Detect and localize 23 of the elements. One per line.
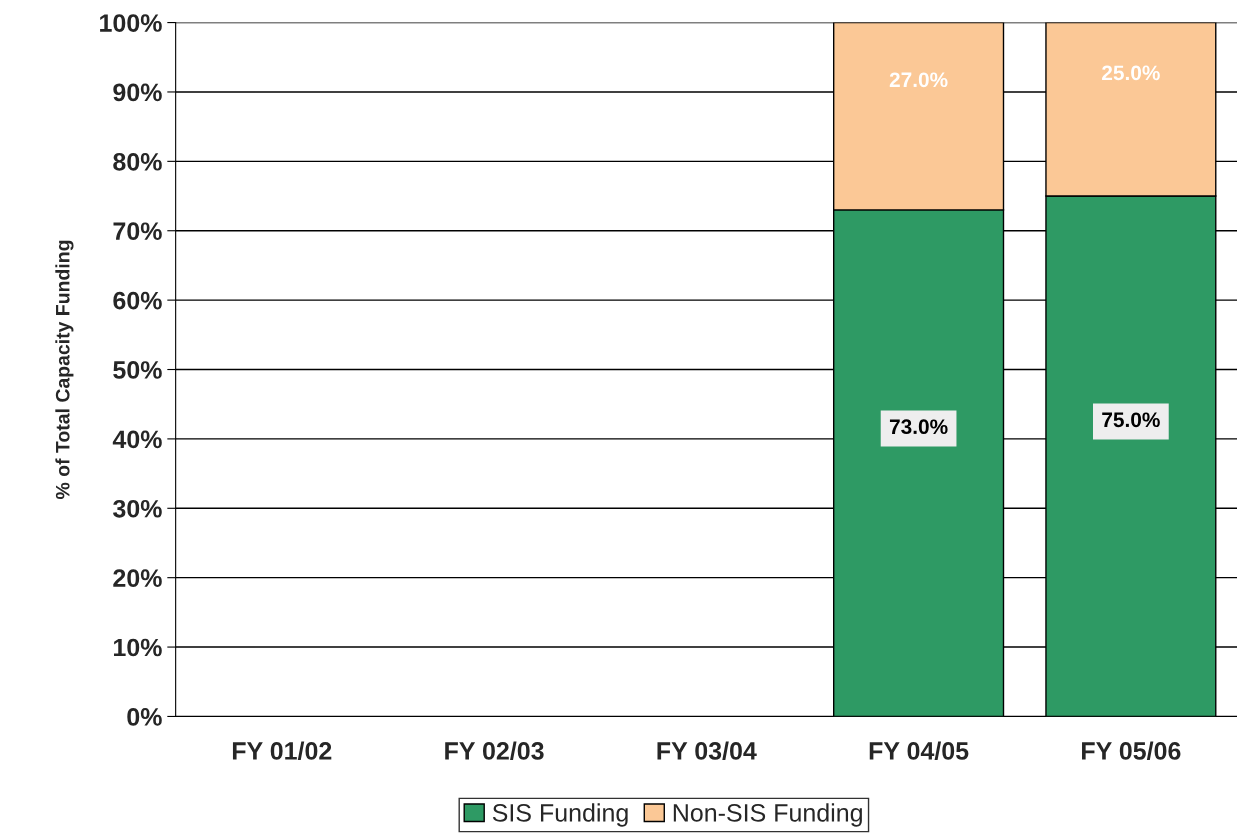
data-label: 25.0% xyxy=(1102,65,1160,81)
x-tick-label: FY 05/06 xyxy=(1082,741,1181,761)
y-tick-label: 100% xyxy=(100,14,162,32)
y-tick-label: 60% xyxy=(113,291,162,310)
y-tick-label: 40% xyxy=(112,430,162,449)
legend-label: Non-SIS Funding xyxy=(673,803,862,827)
y-tick-label: 70% xyxy=(113,222,162,241)
x-tick-label: FY 01/02 xyxy=(232,741,332,761)
x-tick-label: FY 04/05 xyxy=(869,741,969,761)
data-label: 75.0% xyxy=(1102,412,1160,428)
y-axis-title: % of Total Capacity Funding xyxy=(55,240,74,500)
y-tick-label: 80% xyxy=(113,152,162,171)
y-tick-label: 0% xyxy=(127,708,162,726)
y-tick-label: 20% xyxy=(113,569,162,587)
y-tick-label: 90% xyxy=(113,83,162,102)
legend-label: SIS Funding xyxy=(492,803,628,827)
x-tick-label: FY 03/04 xyxy=(657,741,757,761)
y-tick-label: 10% xyxy=(114,638,162,657)
y-tick-label: 30% xyxy=(113,499,162,518)
y-tick-label: 50% xyxy=(113,361,162,379)
x-tick-label: FY 02/03 xyxy=(445,741,544,761)
data-label: 27.0% xyxy=(889,72,948,88)
data-label: 73.0% xyxy=(889,419,948,435)
